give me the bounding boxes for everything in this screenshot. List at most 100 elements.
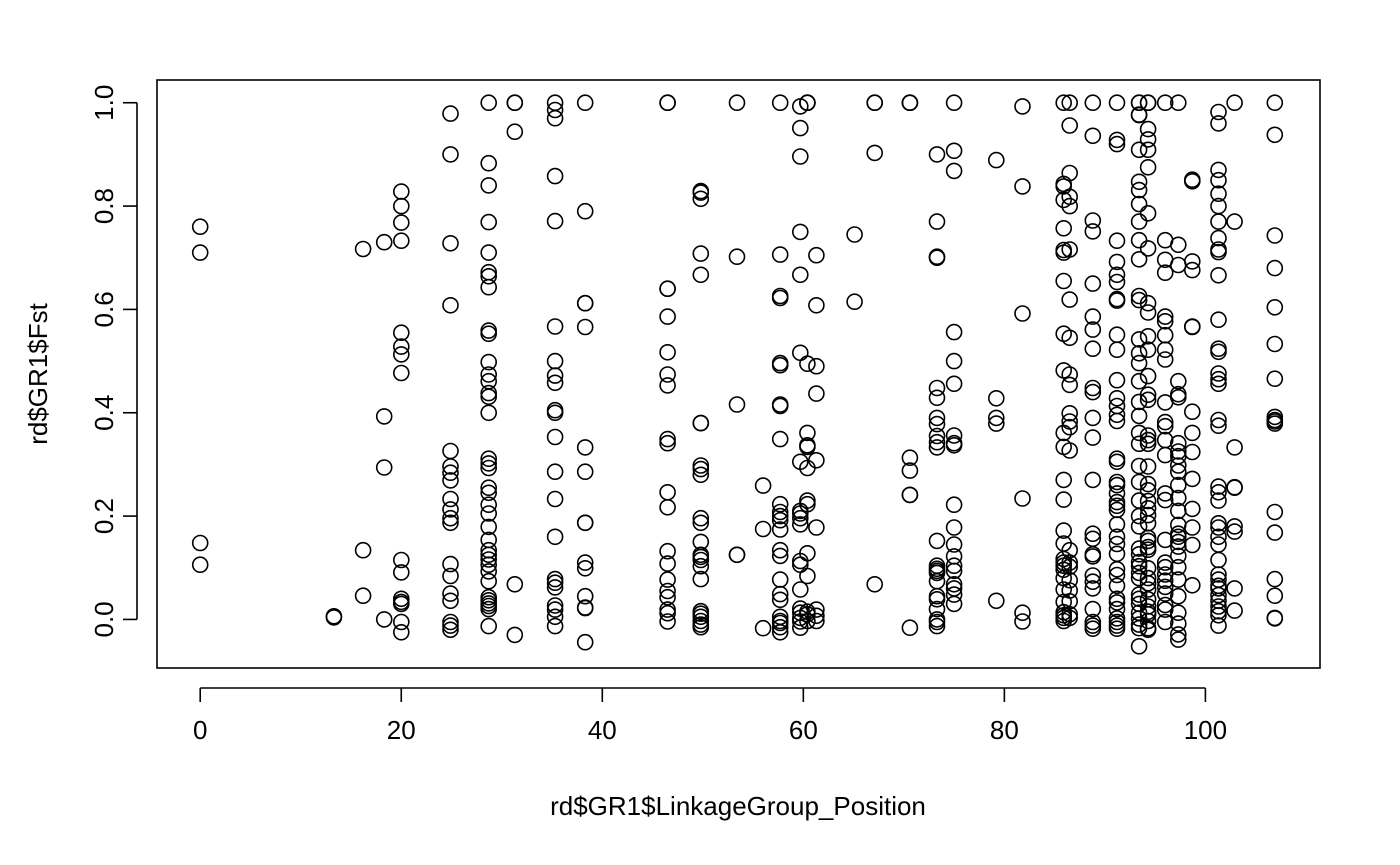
data-point <box>392 232 410 249</box>
y-tick-label: 1.0 <box>89 85 119 121</box>
data-point <box>1108 600 1126 618</box>
data-point <box>480 551 498 568</box>
data-point <box>799 438 816 456</box>
y-tick-label: 0.0 <box>89 601 119 637</box>
data-point <box>1156 578 1174 596</box>
data-point <box>692 612 710 630</box>
data-point <box>392 183 410 200</box>
data-point <box>1084 212 1102 229</box>
data-point <box>1156 446 1174 464</box>
data-point <box>1084 429 1102 446</box>
y-tick-label: 0.4 <box>89 395 119 431</box>
data-point <box>480 496 498 514</box>
data-point <box>1130 231 1148 249</box>
data-point <box>1266 415 1284 432</box>
data-point <box>1210 243 1227 261</box>
data-point <box>1061 291 1078 308</box>
data-point <box>1130 213 1148 230</box>
data-point <box>576 559 594 577</box>
data-point <box>1130 291 1148 309</box>
data-point <box>1156 572 1174 590</box>
data-point <box>1170 372 1187 390</box>
data-point <box>1014 490 1031 507</box>
data-point <box>392 197 410 215</box>
data-point <box>799 424 816 442</box>
data-point <box>546 601 564 618</box>
data-point <box>1108 516 1126 533</box>
data-point <box>1139 159 1157 176</box>
data-point <box>1139 569 1157 587</box>
data-point <box>808 601 825 618</box>
data-point <box>480 455 498 472</box>
data-point <box>1170 443 1187 460</box>
data-point <box>546 318 564 335</box>
data-point <box>480 556 498 574</box>
data-point <box>659 542 676 560</box>
data-point <box>659 604 676 622</box>
data-point <box>692 618 710 636</box>
data-point <box>1130 106 1148 124</box>
data-point <box>1130 181 1148 199</box>
data-point <box>1210 266 1227 284</box>
data-point <box>392 613 410 631</box>
data-point <box>576 599 594 617</box>
data-point <box>480 353 498 371</box>
data-point <box>1266 259 1284 277</box>
data-point <box>1014 604 1031 622</box>
data-point <box>1108 590 1126 608</box>
data-point <box>1108 326 1126 344</box>
data-point <box>1139 386 1157 404</box>
y-tick-label: 0.8 <box>89 188 119 224</box>
data-point <box>480 322 498 339</box>
data-point <box>945 595 963 613</box>
data-point <box>1084 620 1102 638</box>
x-tick-label: 40 <box>588 715 617 745</box>
data-point <box>576 294 594 312</box>
data-point <box>354 587 372 605</box>
plot-frame <box>156 79 1321 669</box>
data-point <box>1210 514 1227 532</box>
data-points <box>191 94 1284 655</box>
data-point <box>1108 135 1126 153</box>
data-point <box>945 557 963 575</box>
data-point <box>1108 273 1126 291</box>
data-point <box>692 184 710 201</box>
data-point <box>659 430 676 448</box>
data-point <box>1108 566 1126 584</box>
data-point <box>1266 335 1284 353</box>
data-point <box>480 600 498 618</box>
data-point <box>1226 580 1243 597</box>
data-point <box>808 296 825 314</box>
data-point <box>799 495 816 513</box>
data-point <box>1139 435 1157 453</box>
data-point <box>442 472 459 489</box>
data-point <box>692 457 710 474</box>
data-point <box>1210 519 1227 536</box>
data-point <box>808 357 825 375</box>
data-point <box>480 94 498 111</box>
data-point <box>659 94 676 111</box>
data-point <box>392 551 410 569</box>
data-point <box>1061 164 1078 182</box>
data-point <box>1130 94 1148 111</box>
data-point <box>1084 340 1102 358</box>
data-point <box>1184 424 1201 442</box>
data-point <box>1108 535 1126 553</box>
data-point <box>506 575 524 593</box>
data-point <box>808 612 825 630</box>
data-point <box>1139 529 1157 547</box>
data-point <box>480 244 498 261</box>
data-point <box>480 479 498 497</box>
data-point <box>576 202 594 220</box>
data-point <box>480 484 498 502</box>
data-point <box>928 379 946 397</box>
data-point <box>945 436 963 454</box>
data-point <box>1108 620 1126 638</box>
data-point <box>771 503 789 521</box>
data-point <box>1108 406 1126 424</box>
data-point <box>1084 613 1102 631</box>
data-point <box>692 608 710 626</box>
data-point <box>1170 604 1187 622</box>
data-point <box>1210 343 1227 361</box>
data-point <box>799 94 816 111</box>
